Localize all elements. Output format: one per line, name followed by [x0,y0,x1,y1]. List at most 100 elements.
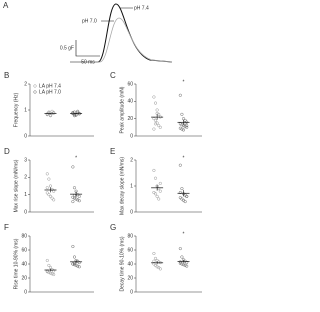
data-point [52,198,56,202]
y-tick-label: 0 [24,289,27,295]
y-tick-label: 0 [24,209,27,215]
data-point [180,187,184,191]
panel-label: E [110,147,115,156]
data-point [153,176,158,180]
data-point [158,125,162,129]
y-tick-label: 20 [127,116,133,122]
y-tick-label: 20 [127,275,133,281]
data-point [185,125,189,129]
y-axis-label: Rise time 10-90% (ms) [13,238,19,289]
data-point [71,244,75,249]
data-point [48,194,53,198]
data-point [183,124,187,129]
data-point [71,200,75,204]
data-point [71,165,75,169]
figure: A pH 7.4 pH 7.0 0.5 gF 50 ms B Frequency … [3,1,202,295]
data-point [74,112,78,116]
data-point [50,272,54,276]
data-point [47,177,51,181]
y-tick-label: 2 [24,175,27,181]
data-point [180,127,184,131]
panel-label: G [110,223,116,232]
scale-y-label: 0.5 gF [60,45,74,51]
panel-label: D [4,147,10,156]
data-point [185,261,189,265]
y-tick-label: 0 [130,133,133,139]
data-point [181,128,186,132]
data-point [153,256,158,260]
data-point [48,184,53,188]
y-tick-label: 40 [127,261,133,267]
data-point [72,263,77,267]
data-point [157,112,161,116]
data-point [74,197,78,201]
scale-x-label: 50 ms [81,59,95,65]
y-tick-label: 60 [127,247,133,253]
data-point [76,109,80,113]
data-point [153,263,158,267]
data-point [45,191,49,195]
panel-label: A [3,1,9,10]
y-tick-label: 2 [24,81,27,87]
data-point [47,263,51,267]
data-point [157,124,161,128]
panel-label: B [4,71,9,80]
y-tick-label: 0 [130,289,133,295]
data-point [178,163,182,167]
data-point [152,127,156,131]
data-point [153,118,158,122]
data-point [185,194,189,198]
data-point [45,186,49,190]
data-point [183,200,187,204]
data-point [180,112,184,116]
data-point [178,126,182,130]
y-tick-label: 40 [21,261,27,267]
data-point [72,193,77,198]
data-point [152,251,156,256]
data-point [153,192,158,196]
y-axis-label: Peak amplitude (mN) [119,86,125,133]
data-point [155,108,159,112]
data-point [183,263,187,267]
data-point [181,117,186,121]
data-point [178,261,182,265]
y-tick-label: 80 [21,233,27,239]
data-point [157,265,161,270]
y-axis-label: Frequency (Hz) [13,92,19,127]
data-point [48,271,53,275]
data-point [152,168,156,172]
data-point [152,259,156,263]
data-point [50,268,54,272]
data-point [178,190,182,195]
y-tick-label: 40 [127,99,133,105]
data-point [153,101,158,105]
data-point [155,265,159,269]
y-axis-label: Decay time 90-10% (ms) [119,236,125,291]
y-tick-label: 0 [130,209,133,215]
y-tick-label: 1 [24,107,27,113]
data-point [77,265,81,269]
data-point [77,199,81,203]
y-tick-label: 2 [130,157,133,163]
trace-label: pH 7.4 [134,5,149,11]
data-point [48,114,53,118]
y-tick-label: 80 [127,233,133,239]
data-point [155,121,159,125]
data-point [185,124,189,128]
data-point [158,189,162,193]
significance: * [75,155,77,161]
data-point [158,267,162,271]
data-point [181,263,186,267]
data-point [50,187,54,192]
legend-label: LA pH 7.4 [39,83,61,89]
data-point [157,197,161,201]
data-point [50,196,54,200]
significance: * [183,79,185,85]
panel-label: F [4,223,9,232]
data-point [152,95,156,99]
data-point [45,112,49,116]
y-tick-label: 1 [24,192,27,198]
y-tick-label: 0 [24,133,27,139]
y-axis-label: Max rise slope (mN/ms) [13,159,19,212]
data-point [178,260,182,264]
